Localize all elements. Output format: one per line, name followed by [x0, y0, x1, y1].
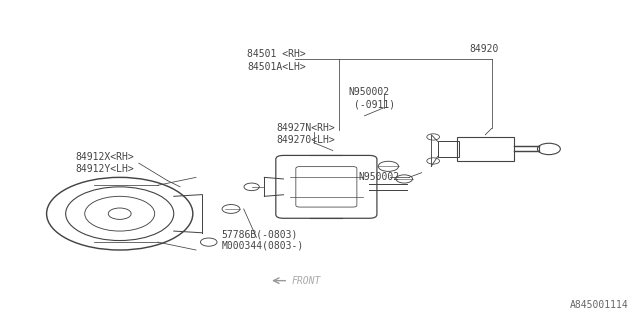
- Text: 84501A<LH>: 84501A<LH>: [247, 62, 306, 72]
- Text: 84501 <RH>: 84501 <RH>: [247, 49, 306, 59]
- Text: 84920: 84920: [469, 44, 499, 54]
- Text: M000344(0803-): M000344(0803-): [221, 241, 304, 251]
- Text: N950002: N950002: [349, 87, 390, 97]
- Text: 84912Y<LH>: 84912Y<LH>: [76, 164, 134, 174]
- Text: 84912X<RH>: 84912X<RH>: [76, 152, 134, 162]
- Bar: [457, 137, 514, 161]
- Text: 849270<LH>: 849270<LH>: [276, 135, 335, 145]
- Text: A845001114: A845001114: [570, 300, 628, 310]
- Text: N950002: N950002: [358, 172, 399, 182]
- Text: (-0911): (-0911): [355, 100, 396, 110]
- Bar: [438, 141, 460, 156]
- Text: 57786B(-0803): 57786B(-0803): [221, 229, 298, 239]
- Text: 84927N<RH>: 84927N<RH>: [276, 124, 335, 133]
- Text: FRONT: FRONT: [291, 276, 321, 286]
